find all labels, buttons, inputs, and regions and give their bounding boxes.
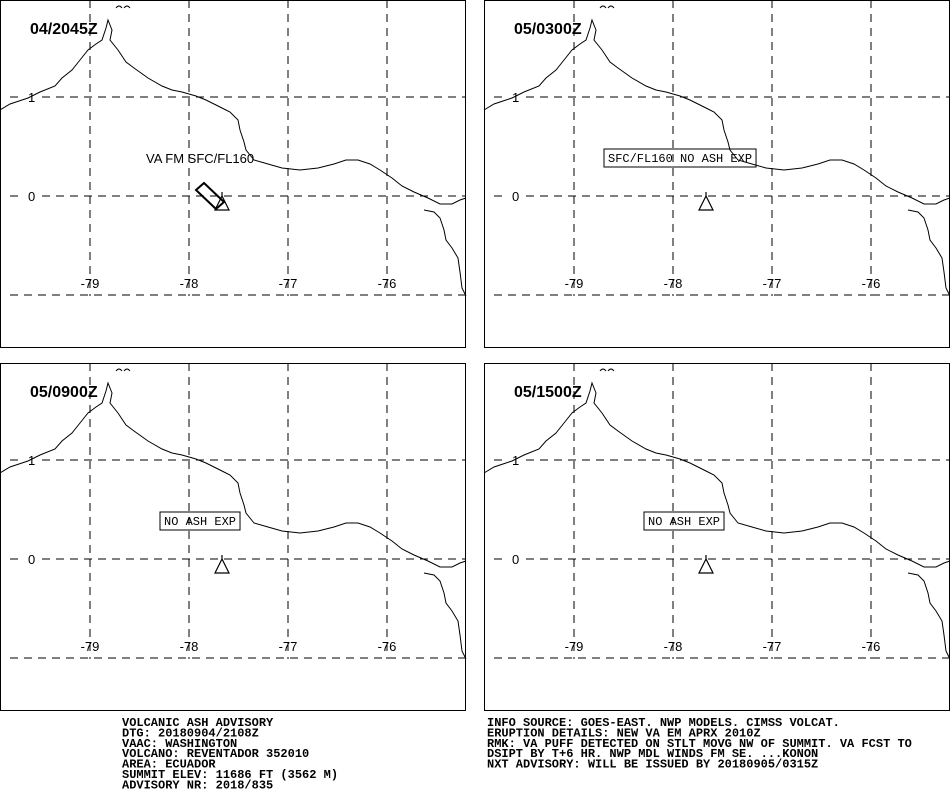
lon-label: -76 xyxy=(862,639,881,654)
advisory-line: VOLCANO: REVENTADOR 352010 xyxy=(122,747,309,761)
panel-time: 05/0900Z xyxy=(30,384,98,401)
advisory-line: DSIPT BY T+6 HR. NWP MDL WINDS FM SE. ..… xyxy=(487,747,818,761)
volcano-symbol xyxy=(214,555,230,574)
advisory-line: AREA: ECUADOR xyxy=(122,758,216,772)
annotation: SFC/FL160 NO ASH EXP xyxy=(608,152,752,166)
advisory-line: INFO SOURCE: GOES-EAST. NWP MODELS. CIMS… xyxy=(487,716,840,730)
panel-time: 05/1500Z xyxy=(514,384,582,401)
annotation: NO ASH EXP xyxy=(648,515,720,529)
lat-label: 0 xyxy=(28,552,35,567)
advisory-line: SUMMIT ELEV: 11686 FT (3562 M) xyxy=(122,768,338,782)
lon-label: -77 xyxy=(763,276,782,291)
coastline xyxy=(0,381,467,660)
coastline xyxy=(0,18,467,297)
lon-label: -79 xyxy=(81,639,100,654)
lat-label: 1 xyxy=(512,90,519,105)
lat-label: 0 xyxy=(28,189,35,204)
annotation-box xyxy=(603,148,757,168)
lon-label: -78 xyxy=(180,639,199,654)
lat-label: 0 xyxy=(512,189,519,204)
lat-label: 0 xyxy=(512,552,519,567)
advisory-line: VAAC: WASHINGTON xyxy=(122,737,237,751)
annotation-box xyxy=(643,511,725,531)
volcano-symbol xyxy=(214,192,230,211)
lon-label: -78 xyxy=(664,276,683,291)
volcano-symbol xyxy=(698,555,714,574)
map-panel: -79 -78 -77 -76 0 1 05/0900Z xyxy=(0,363,467,711)
panel-frame xyxy=(0,0,466,348)
annotation: VA FM SFC/FL160 xyxy=(146,151,254,166)
lon-label: -79 xyxy=(565,276,584,291)
lat-label: 1 xyxy=(28,453,35,468)
lon-label: -79 xyxy=(81,276,100,291)
panel-time: 04/2045Z xyxy=(30,21,98,38)
advisory-line: ADVISORY NR: 2018/835 xyxy=(122,778,273,792)
advisory-line: NXT ADVISORY: WILL BE ISSUED BY 20180905… xyxy=(487,758,818,772)
lon-label: -78 xyxy=(664,639,683,654)
advisory-line: ERUPTION DETAILS: NEW VA EM APRX 2010Z xyxy=(487,726,761,740)
panel-frame xyxy=(0,363,466,711)
lon-label: -78 xyxy=(180,276,199,291)
panel-time: 05/0300Z xyxy=(514,21,582,38)
lon-label: -79 xyxy=(565,639,584,654)
ash-area xyxy=(194,181,226,211)
advisory-line: VOLCANIC ASH ADVISORY xyxy=(122,716,274,730)
volcano-symbol xyxy=(698,192,714,211)
advisory-line: RMK: VA PUFF DETECTED ON STLT MOVG NW OF… xyxy=(487,737,912,751)
map-panel: -79 -78 -77 -76 0 1 05/1500Z xyxy=(483,363,950,711)
lon-label: -77 xyxy=(279,639,298,654)
coast-mark xyxy=(115,368,131,372)
coast-mark xyxy=(115,5,131,9)
lon-label: -76 xyxy=(378,276,397,291)
map-panel: -79 -78 -77 -76 0 1 04/2045Z xyxy=(0,0,467,348)
coastline xyxy=(483,18,950,297)
map-panel: -79 -78 -77 -76 0 1 05/0300Z xyxy=(483,0,950,348)
annotation: NO ASH EXP xyxy=(164,515,236,529)
lon-label: -77 xyxy=(279,276,298,291)
coast-mark xyxy=(599,368,615,372)
coastline xyxy=(483,381,950,660)
annotation-box xyxy=(159,511,241,531)
lat-label: 1 xyxy=(28,90,35,105)
lon-label: -76 xyxy=(378,639,397,654)
advisory-line: DTG: 20180904/2108Z xyxy=(122,726,259,740)
lon-label: -77 xyxy=(763,639,782,654)
lat-label: 1 xyxy=(512,453,519,468)
coast-mark xyxy=(599,5,615,9)
lon-label: -76 xyxy=(862,276,881,291)
panel-frame xyxy=(484,0,950,348)
panel-frame xyxy=(484,363,950,711)
